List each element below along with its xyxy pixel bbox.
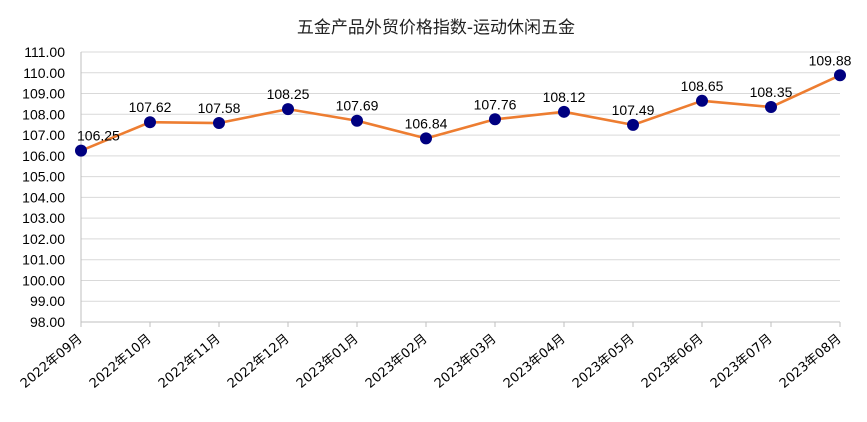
data-point — [696, 94, 708, 107]
x-tick-label: 2023年02月 — [363, 332, 431, 392]
y-tick-label: 104.00 — [22, 189, 65, 205]
x-tick-label: 2023年04月 — [501, 332, 569, 392]
x-tick-label: 2023年03月 — [432, 332, 500, 392]
data-labels: 106.25 107.62 107.58 108.25 107.69 106.84 107.… — [77, 52, 852, 143]
y-tick-label: 109.00 — [22, 86, 65, 102]
x-tick-label: 2022年09月 — [18, 332, 86, 392]
data-point — [351, 114, 363, 127]
data-point — [558, 105, 570, 118]
y-axis-ticks: 98.00 99.00 100.00 101.00 102.00 103.00 104.00… — [22, 44, 65, 330]
data-label: 106.84 — [405, 115, 448, 131]
x-tick-label: 2022年12月 — [225, 332, 293, 392]
x-tick-label: 2023年07月 — [708, 332, 776, 392]
data-label: 107.62 — [129, 99, 172, 115]
series-polyline — [80, 74, 841, 152]
data-point — [420, 132, 432, 145]
y-tick-label: 100.00 — [22, 272, 65, 288]
y-tick-label: 107.00 — [22, 127, 65, 143]
data-point — [627, 118, 639, 131]
data-label: 109.88 — [809, 52, 852, 68]
data-label: 108.12 — [543, 89, 586, 105]
y-tick-label: 105.00 — [22, 169, 65, 185]
x-axis-ticks: 2022年09月 2022年10月 2022年11月 2022年12月 2023年01月… — [18, 322, 845, 392]
x-tick-label: 2023年05月 — [570, 332, 638, 392]
y-tick-label: 111.00 — [24, 44, 65, 60]
data-point — [144, 116, 156, 129]
x-tick-label: 2022年11月 — [156, 332, 224, 392]
data-point — [213, 117, 225, 130]
data-label: 107.69 — [336, 98, 379, 114]
data-label: 108.25 — [267, 86, 310, 102]
y-tick-label: 110.00 — [23, 65, 65, 81]
data-label: 108.65 — [681, 78, 724, 94]
data-point — [282, 103, 294, 116]
y-tick-label: 99.00 — [30, 293, 65, 309]
data-point — [834, 69, 846, 82]
data-point — [765, 101, 777, 114]
data-label: 107.58 — [198, 100, 241, 116]
series-line — [80, 74, 841, 152]
data-point — [75, 144, 87, 157]
data-points — [75, 69, 846, 157]
chart-title: 五金产品外贸价格指数-运动休闲五金 — [297, 18, 575, 38]
x-tick-label: 2023年06月 — [639, 332, 707, 392]
x-tick-label: 2022年10月 — [87, 332, 155, 392]
y-tick-label: 102.00 — [22, 231, 65, 247]
data-label: 107.49 — [612, 102, 655, 118]
data-label: 107.76 — [474, 96, 517, 112]
y-tick-label: 103.00 — [22, 210, 65, 226]
data-label: 106.25 — [77, 128, 120, 144]
grid-lines — [80, 51, 840, 323]
y-tick-label: 98.00 — [30, 314, 65, 330]
x-tick-label: 2023年01月 — [294, 332, 362, 392]
data-point — [489, 113, 501, 126]
y-tick-label: 106.00 — [22, 148, 65, 164]
y-tick-label: 108.00 — [22, 106, 65, 122]
data-label: 108.35 — [750, 84, 793, 100]
y-tick-label: 101.00 — [22, 252, 65, 268]
x-tick-label: 2023年08月 — [777, 332, 845, 392]
